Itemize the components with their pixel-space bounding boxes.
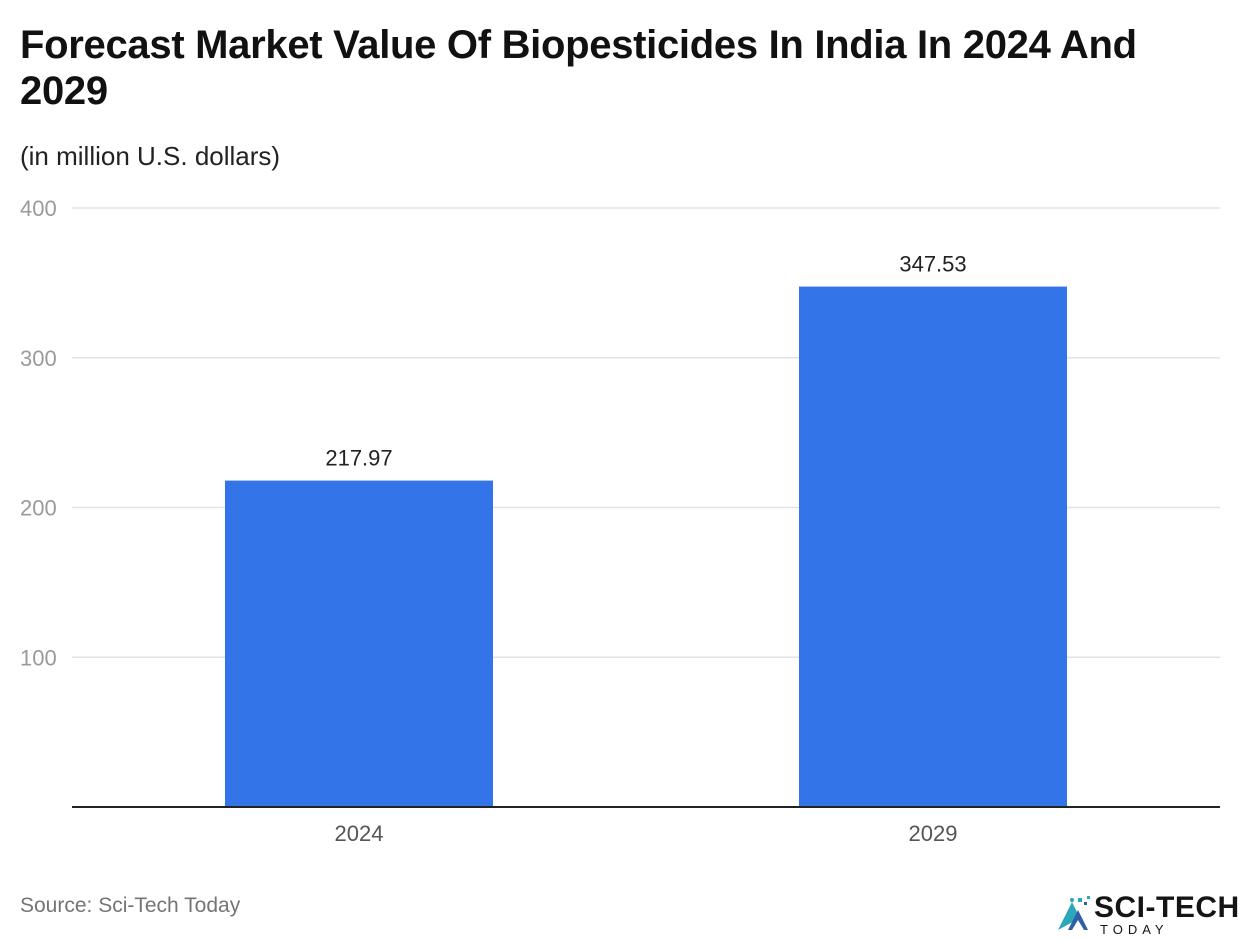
data-label: 217.97	[325, 446, 392, 471]
logo-wordmark: SCI-TECH	[1094, 891, 1240, 924]
sci-tech-today-logo-icon	[1058, 896, 1090, 930]
bar-2024	[225, 480, 493, 807]
x-tick-label: 2029	[909, 821, 958, 846]
y-tick-label: 400	[20, 196, 57, 221]
chart-subtitle: (in million U.S. dollars)	[20, 141, 281, 171]
chart-title: Forecast Market Value Of Biopesticides I…	[20, 23, 1137, 113]
y-tick-label: 200	[20, 496, 57, 521]
brand-logo: SCI-TECH TODAY	[1054, 892, 1239, 937]
y-tick-label: 100	[20, 645, 57, 670]
source-note: Source: Sci-Tech Today	[20, 894, 241, 917]
y-tick-label: 300	[20, 346, 57, 371]
bar-chart: 100 200 300 400 217.97 2024 347.53 2029	[20, 196, 1220, 846]
data-label: 347.53	[899, 252, 966, 277]
x-tick-label: 2024	[335, 821, 384, 846]
logo-subtext: TODAY	[1100, 922, 1169, 937]
bar-2029	[799, 286, 1067, 807]
